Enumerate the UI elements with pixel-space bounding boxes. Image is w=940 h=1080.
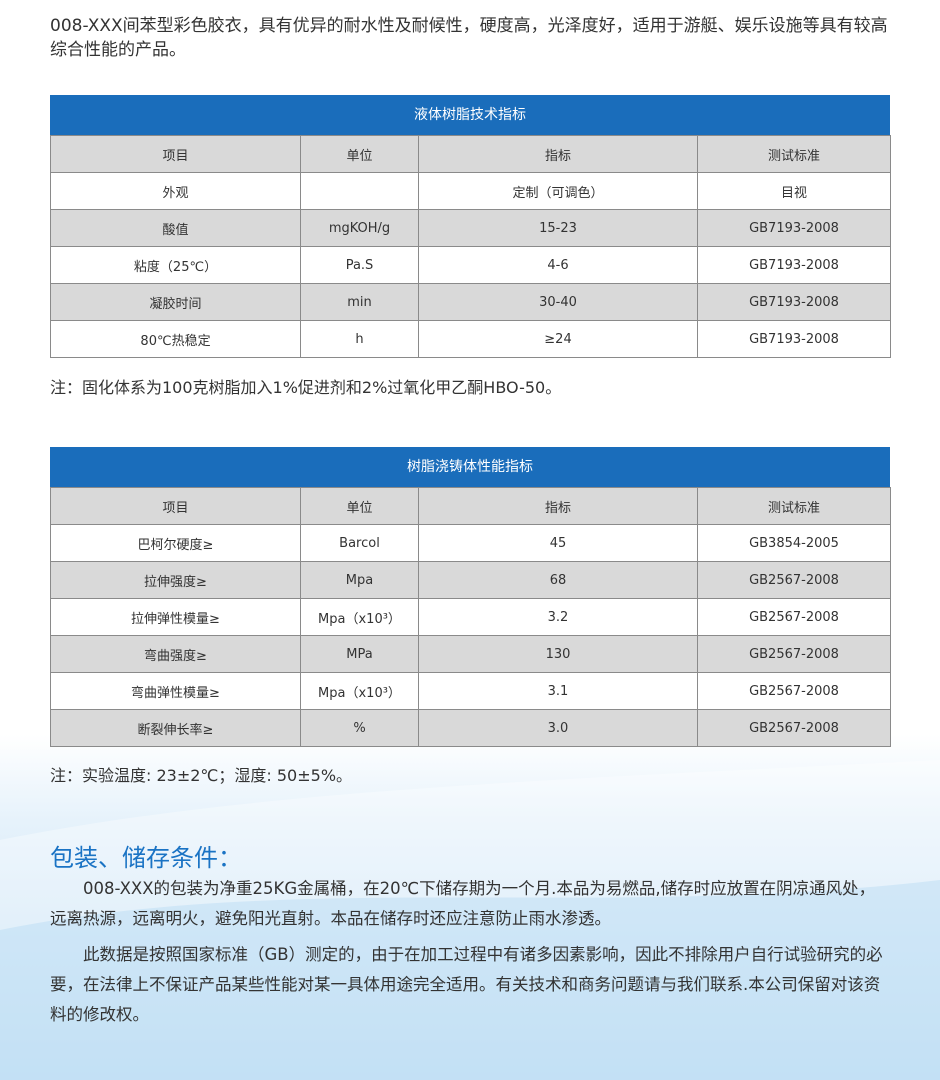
paragraph: 008-XXX的包装为净重25KG金属桶，在20℃下储存期为一个月.本品为易燃品… [50, 879, 876, 928]
header-cell: 单位 [300, 487, 419, 525]
table-note: 注：固化体系为100克树脂加入1%促进剂和2%过氧化甲乙酮HBO-50。 [50, 378, 562, 397]
table-cell: GB2567-2008 [697, 635, 891, 673]
table-cell: GB2567-2008 [697, 672, 891, 710]
table-cell: Mpa（x10³） [300, 598, 419, 636]
table-cell: GB2567-2008 [697, 709, 891, 747]
table-cell: Mpa [300, 561, 419, 599]
table-cell: 定制（可调色） [418, 172, 698, 210]
table-cell: MPa [300, 635, 419, 673]
table-cell: 巴柯尔硬度≥ [50, 524, 301, 562]
table-cell: 3.1 [418, 672, 698, 710]
table-row: 弯曲强度≥ MPa 130 GB2567-2008 [50, 635, 891, 673]
table-row: 断裂伸长率≥% 3.0 GB2567-2008 [50, 709, 891, 747]
section-heading: 包装、储存条件： [50, 844, 242, 872]
table-cell: 断裂伸长率≥ [50, 709, 301, 747]
header-cell: 项目 [50, 135, 301, 173]
table-cell: 3.2 [418, 598, 698, 636]
table-cell: 外观 [50, 172, 301, 210]
table-cell: Mpa（x10³） [300, 672, 419, 710]
table-cell: 目视 [697, 172, 891, 210]
section-body: 008-XXX的包装为净重25KG金属桶，在20℃下储存期为一个月.本品为易燃品… [50, 874, 890, 1036]
table-cell: 80℃热稳定 [50, 320, 301, 358]
header-cell: 测试标准 [697, 487, 891, 525]
table-cell: % [300, 709, 419, 747]
table-cell: Barcol [300, 524, 419, 562]
table-cell: GB2567-2008 [697, 598, 891, 636]
table-cell: 弯曲弹性模量≥ [50, 672, 301, 710]
table-cell: 45 [418, 524, 698, 562]
table-cell: ≥24 [418, 320, 698, 358]
table-cell: Pa.S [300, 246, 419, 284]
table-cell: 酸值 [50, 209, 301, 247]
header-cell: 项目 [50, 487, 301, 525]
table-cell: GB7193-2008 [697, 283, 891, 321]
table-cell: mgKOH/g [300, 209, 419, 247]
table-title: 液体树脂技术指标 [50, 95, 890, 135]
table-row: 拉伸强度≥ Mpa 68 GB2567-2008 [50, 561, 891, 599]
table-cell [300, 172, 419, 210]
table-cell: 30-40 [418, 283, 698, 321]
header-row: 项目 单位 指标 测试标准 [50, 135, 891, 173]
table-cell: 3.0 [418, 709, 698, 747]
table-cell: GB7193-2008 [697, 246, 891, 284]
table-row: 酸值 mgKOH/g 15-23 GB7193-2008 [50, 209, 891, 247]
header-cell: 指标 [418, 135, 698, 173]
table-cell: 4-6 [418, 246, 698, 284]
table-cell: 拉伸强度≥ [50, 561, 301, 599]
table-cell: min [300, 283, 419, 321]
table-row: 外观 定制（可调色） 目视 [50, 172, 891, 210]
table-title: 树脂浇铸体性能指标 [50, 447, 890, 487]
spec-table: 液体树脂技术指标 项目 单位 指标 测试标准 外观 定制（可调色） 目视 酸值 mgKOH/g 15… [50, 95, 891, 358]
table-cell: 弯曲强度≥ [50, 635, 301, 673]
spec-table: 树脂浇铸体性能指标 项目 单位 指标 测试标准 巴柯尔硬度≥ Barcol 45 GB3854-… [50, 447, 891, 747]
table-cell: 130 [418, 635, 698, 673]
table-cell: GB2567-2008 [697, 561, 891, 599]
table-row: 80℃热稳定 h ≥24 GB7193-2008 [50, 320, 891, 358]
table-row: 拉伸弹性模量≥ Mpa（x10³） 3.2 GB2567-2008 [50, 598, 891, 636]
table-cell: 凝胶时间 [50, 283, 301, 321]
intro-text: 008-XXX间苯型彩色胶衣，具有优异的耐水性及耐候性，硬度高，光泽度好，适用于… [50, 16, 888, 60]
table-row: 巴柯尔硬度≥ Barcol 45 GB3854-2005 [50, 524, 891, 562]
table-cell: 拉伸弹性模量≥ [50, 598, 301, 636]
table-cell: 15-23 [418, 209, 698, 247]
table: 项目 单位 指标 测试标准 外观 定制（可调色） 目视 酸值 mgKOH/g 15-23 GB719… [50, 135, 891, 358]
table-row: 弯曲弹性模量≥ Mpa（x10³） 3.1 GB2567-2008 [50, 672, 891, 710]
header-row: 项目 单位 指标 测试标准 [50, 487, 891, 525]
table-row: 凝胶时间 min 30-40 GB7193-2008 [50, 283, 891, 321]
table-cell: 粘度（25℃） [50, 246, 301, 284]
table-note: 注：实验温度: 23±2℃；湿度: 50±5%。 [50, 766, 353, 785]
table-cell: 68 [418, 561, 698, 599]
table-cell: GB3854-2005 [697, 524, 891, 562]
header-cell: 指标 [418, 487, 698, 525]
header-cell: 测试标准 [697, 135, 891, 173]
table-row: 粘度（25℃） Pa.S 4-6 GB7193-2008 [50, 246, 891, 284]
table-cell: GB7193-2008 [697, 209, 891, 247]
background-wave [0, 760, 940, 1080]
table-cell: GB7193-2008 [697, 320, 891, 358]
table-cell: h [300, 320, 419, 358]
paragraph: 此数据是按照国家标准（GB）测定的，由于在加工过程中有诸多因素影响，因此不排除用… [50, 945, 883, 1024]
table: 项目 单位 指标 测试标准 巴柯尔硬度≥ Barcol 45 GB3854-2005 拉伸强度≥… [50, 487, 891, 747]
header-cell: 单位 [300, 135, 419, 173]
